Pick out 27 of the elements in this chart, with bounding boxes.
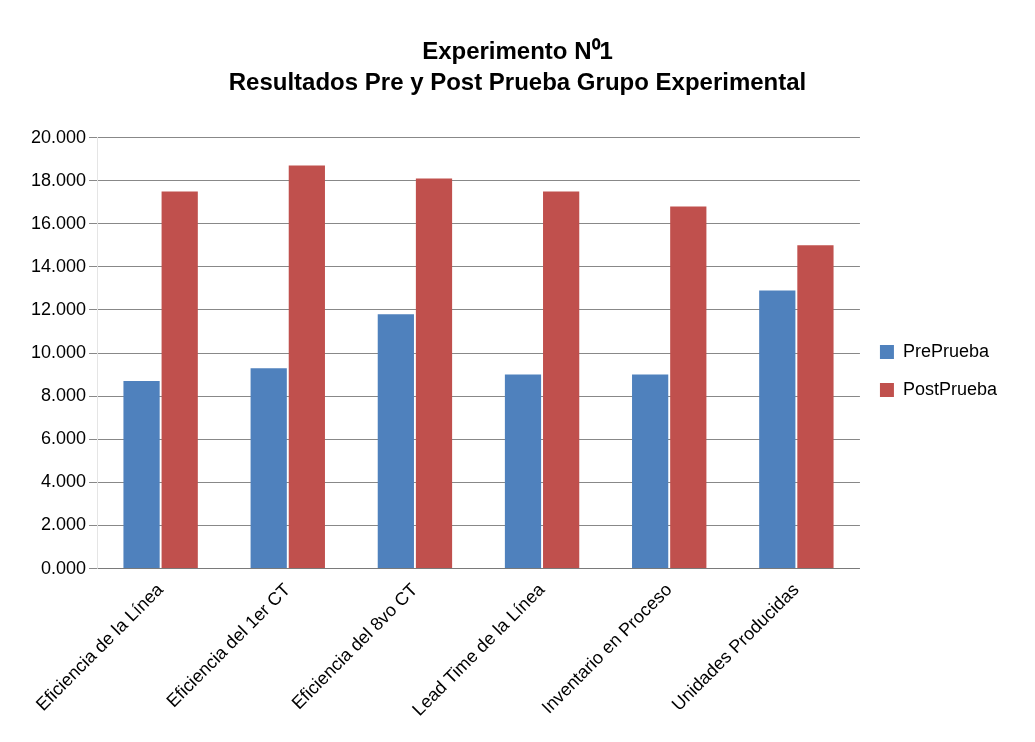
bar	[123, 381, 160, 569]
y-tick-label: 6.000	[41, 428, 87, 449]
y-tick-label: 0.000	[41, 557, 87, 578]
y-tick-label: 14.000	[30, 255, 87, 276]
legend-label: PrePrueba	[902, 340, 990, 361]
bar	[504, 374, 542, 569]
y-tick-label: 12.000	[30, 298, 87, 319]
bar	[415, 178, 453, 569]
y-tick-label: 20.000	[30, 126, 87, 147]
legend-label: PostPrueba	[902, 378, 998, 399]
bar	[288, 165, 325, 569]
bar	[797, 245, 834, 569]
y-tick-label: 4.000	[41, 471, 87, 492]
bar	[161, 191, 198, 569]
y-tick-label: 18.000	[30, 169, 87, 190]
bar	[250, 368, 287, 569]
y-tick-label: 2.000	[41, 514, 87, 535]
chart-title: Experimento N⁰1	[422, 37, 613, 65]
bar	[543, 191, 580, 569]
y-tick-label: 8.000	[41, 385, 87, 406]
bar	[759, 290, 796, 569]
bar	[632, 374, 669, 569]
bar	[670, 206, 707, 569]
y-tick-label: 10.000	[30, 342, 87, 363]
chart-subtitle: Resultados Pre y Post Prueba Grupo Experimental	[228, 67, 807, 95]
bar	[377, 314, 414, 569]
y-tick-label: 16.000	[30, 212, 87, 233]
